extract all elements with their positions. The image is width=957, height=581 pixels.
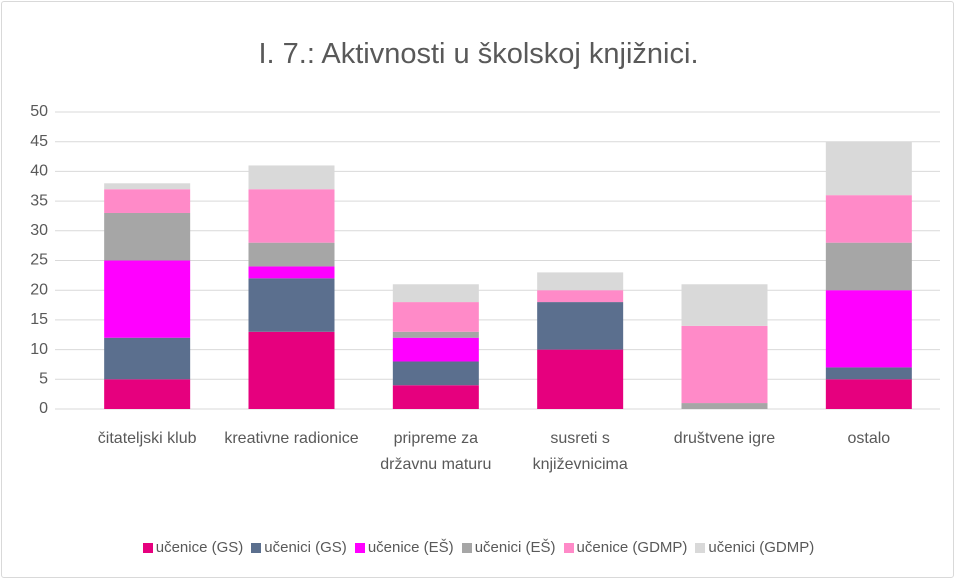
- bar-segment: [681, 284, 768, 326]
- bar-segment: [392, 337, 479, 362]
- legend-label: učenici (EŠ): [474, 539, 556, 556]
- legend-item: učenici (GS): [251, 539, 347, 556]
- legend-swatch: [251, 542, 262, 553]
- legend-item: učenici (EŠ): [461, 539, 556, 556]
- legend-label: učenice (EŠ): [367, 539, 454, 556]
- bar-segment: [104, 189, 191, 213]
- x-tick-label: društvene igre: [673, 430, 776, 447]
- legend-swatch: [695, 542, 706, 553]
- y-tick-label: 10: [30, 341, 48, 358]
- bar-segment: [825, 242, 912, 291]
- y-tick-label: 25: [30, 252, 48, 269]
- y-tick-label: 45: [30, 133, 48, 150]
- bar-segment: [248, 189, 335, 243]
- bar-segment: [537, 302, 624, 350]
- x-tick-label: susreti s književnicima: [532, 430, 628, 473]
- bar-segment: [392, 361, 479, 386]
- y-tick-label: 40: [30, 163, 48, 180]
- legend-label: učenici (GS): [264, 539, 347, 556]
- bar-segment: [681, 403, 768, 409]
- legend-swatch: [142, 542, 153, 553]
- legend-item: učenice (GS): [142, 539, 244, 556]
- y-tick-label: 5: [39, 371, 48, 388]
- bar-segment: [825, 141, 912, 196]
- legend-label: učenice (GDMP): [576, 539, 688, 556]
- x-tick-label: čitateljski klub: [97, 430, 197, 447]
- legend-label: učenice (GS): [155, 539, 244, 556]
- bar-segment: [104, 337, 191, 380]
- y-tick-label: 20: [30, 281, 48, 298]
- y-tick-label: 50: [30, 103, 48, 120]
- bar-segment: [248, 165, 335, 190]
- bar-segment: [392, 331, 479, 338]
- legend-swatch: [354, 542, 365, 553]
- legend-item: učenice (GDMP): [563, 539, 688, 556]
- bar-segment: [825, 290, 912, 368]
- bar-segment: [104, 379, 191, 409]
- bar-segment: [537, 349, 624, 409]
- bar-segment: [392, 302, 479, 332]
- y-tick-label: 0: [39, 400, 48, 417]
- bar-segment: [392, 284, 479, 303]
- legend-item: učenici (GDMP): [695, 539, 814, 556]
- y-tick-label: 35: [30, 192, 48, 209]
- bar-segment: [104, 183, 191, 190]
- x-tick-label: ostalo: [847, 430, 891, 447]
- y-tick-label: 30: [30, 222, 48, 239]
- chart-title: I. 7.: Aktivnosti u školskoj knjižnici.: [258, 38, 699, 70]
- legend-swatch: [461, 542, 472, 553]
- legend: učenice (GS) učenici (GS) učenice (EŠ) učen…: [0, 539, 957, 556]
- x-tick-label: kreativne radionice: [224, 430, 359, 447]
- bar-segment: [248, 278, 335, 332]
- bar-segment: [248, 242, 335, 267]
- bar-segment: [537, 272, 624, 291]
- bar-segment: [392, 385, 479, 409]
- bar-segment: [248, 331, 335, 409]
- legend-item: učenice (EŠ): [354, 539, 454, 556]
- bar-segment: [825, 379, 912, 409]
- y-tick-label: 15: [30, 311, 48, 328]
- bar-segment: [681, 325, 768, 404]
- bar-segment: [537, 290, 624, 303]
- bar-segment: [248, 266, 335, 279]
- legend-label: učenici (GDMP): [708, 539, 815, 556]
- x-tick-label: pripreme za državnu maturu: [380, 430, 492, 473]
- bar-segment: [104, 260, 191, 338]
- legend-swatch: [563, 542, 574, 553]
- bar-segment: [825, 195, 912, 243]
- bar-segment: [825, 367, 912, 380]
- bar-segment: [104, 212, 191, 261]
